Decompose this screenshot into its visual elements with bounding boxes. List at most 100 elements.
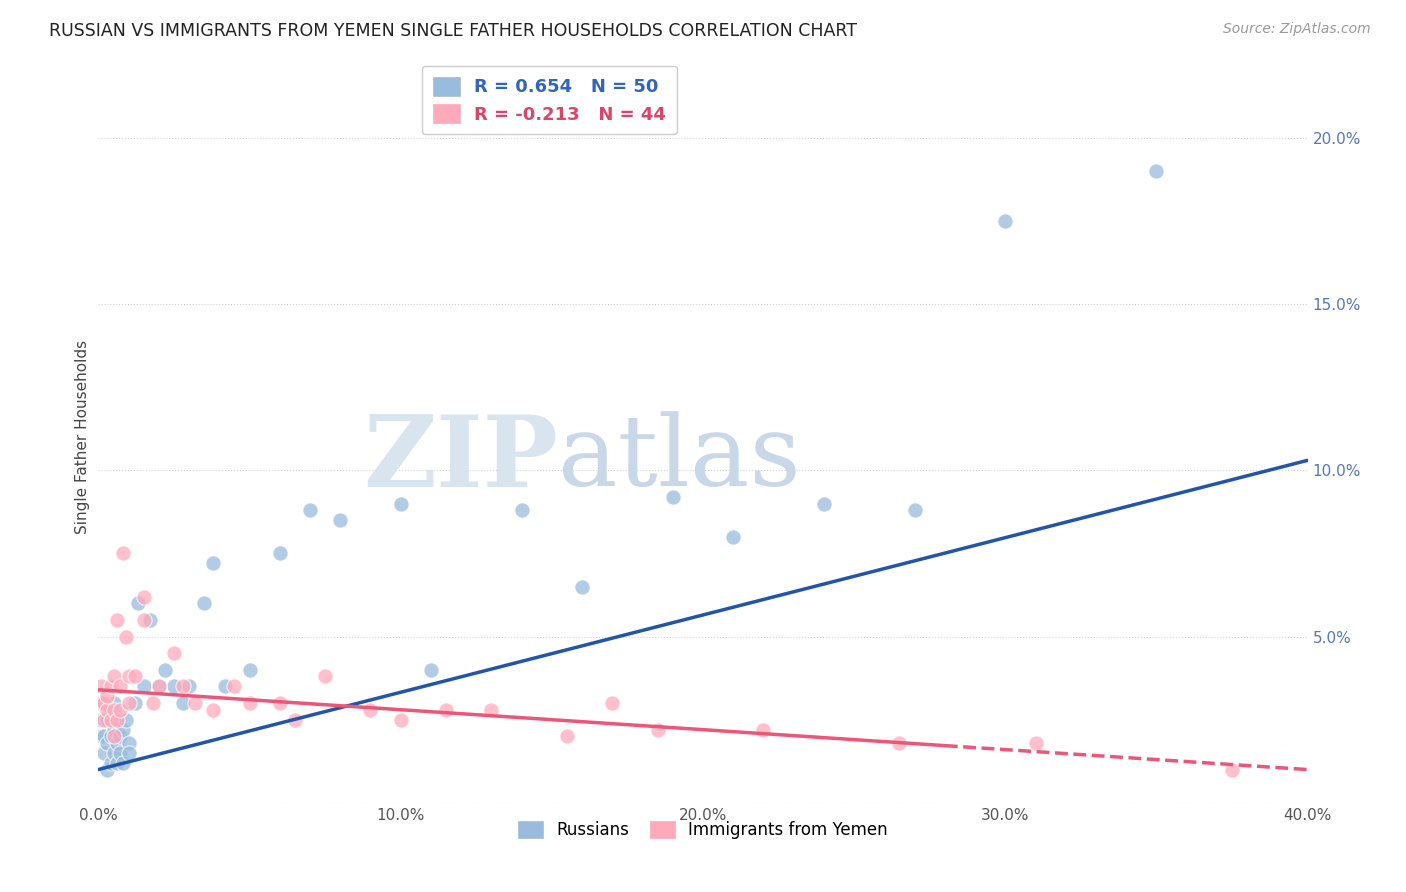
Point — [96, 703, 118, 717]
Point — [723, 530, 745, 544]
Point — [90, 680, 112, 694]
Point — [118, 669, 141, 683]
Point — [132, 590, 155, 604]
Point — [239, 663, 262, 677]
Point — [124, 669, 146, 683]
Point — [148, 680, 170, 694]
Point — [108, 703, 131, 717]
Point — [111, 723, 134, 737]
Point — [163, 680, 186, 694]
Point — [127, 596, 149, 610]
Point — [172, 680, 194, 694]
Point — [224, 680, 246, 694]
Point — [163, 646, 186, 660]
Point — [239, 696, 262, 710]
Point — [434, 703, 457, 717]
Point — [148, 680, 170, 694]
Point — [108, 680, 131, 694]
Point — [202, 557, 225, 571]
Point — [108, 746, 131, 760]
Point — [100, 729, 122, 743]
Point — [93, 696, 115, 710]
Point — [93, 713, 115, 727]
Point — [813, 497, 835, 511]
Point — [103, 696, 125, 710]
Point — [132, 613, 155, 627]
Point — [103, 669, 125, 683]
Point — [269, 696, 291, 710]
Point — [1220, 763, 1243, 777]
Point — [481, 703, 503, 717]
Point — [571, 580, 593, 594]
Legend: Russians, Immigrants from Yemen: Russians, Immigrants from Yemen — [512, 814, 894, 846]
Point — [100, 713, 122, 727]
Point — [1144, 164, 1167, 178]
Point — [389, 713, 412, 727]
Point — [105, 713, 128, 727]
Point — [105, 613, 128, 627]
Point — [118, 696, 141, 710]
Text: Source: ZipAtlas.com: Source: ZipAtlas.com — [1223, 22, 1371, 37]
Point — [100, 756, 122, 770]
Point — [510, 503, 533, 517]
Y-axis label: Single Father Households: Single Father Households — [75, 340, 90, 534]
Point — [184, 696, 207, 710]
Point — [284, 713, 307, 727]
Point — [555, 729, 578, 743]
Point — [100, 680, 122, 694]
Point — [105, 756, 128, 770]
Point — [420, 663, 443, 677]
Point — [90, 713, 112, 727]
Point — [269, 546, 291, 560]
Text: ZIP: ZIP — [363, 410, 558, 508]
Text: atlas: atlas — [558, 411, 800, 507]
Point — [139, 613, 162, 627]
Point — [661, 490, 683, 504]
Point — [172, 696, 194, 710]
Point — [299, 503, 322, 517]
Point — [90, 696, 112, 710]
Point — [124, 696, 146, 710]
Point — [96, 763, 118, 777]
Point — [329, 513, 352, 527]
Point — [994, 214, 1017, 228]
Point — [108, 729, 131, 743]
Point — [103, 723, 125, 737]
Point — [142, 696, 165, 710]
Point — [105, 736, 128, 750]
Point — [103, 729, 125, 743]
Point — [752, 723, 775, 737]
Point — [389, 497, 412, 511]
Point — [111, 546, 134, 560]
Point — [103, 746, 125, 760]
Point — [153, 663, 176, 677]
Point — [118, 736, 141, 750]
Point — [179, 680, 201, 694]
Point — [118, 746, 141, 760]
Point — [602, 696, 624, 710]
Point — [93, 746, 115, 760]
Point — [96, 690, 118, 704]
Point — [193, 596, 215, 610]
Point — [111, 756, 134, 770]
Point — [214, 680, 236, 694]
Point — [132, 680, 155, 694]
Point — [93, 729, 115, 743]
Point — [100, 703, 122, 717]
Point — [103, 703, 125, 717]
Point — [96, 713, 118, 727]
Point — [90, 729, 112, 743]
Point — [360, 703, 382, 717]
Point — [314, 669, 336, 683]
Point — [202, 703, 225, 717]
Point — [114, 630, 136, 644]
Text: RUSSIAN VS IMMIGRANTS FROM YEMEN SINGLE FATHER HOUSEHOLDS CORRELATION CHART: RUSSIAN VS IMMIGRANTS FROM YEMEN SINGLE … — [49, 22, 858, 40]
Point — [1024, 736, 1046, 750]
Point — [114, 713, 136, 727]
Point — [93, 696, 115, 710]
Point — [904, 503, 927, 517]
Point — [96, 736, 118, 750]
Point — [889, 736, 911, 750]
Point — [647, 723, 669, 737]
Point — [105, 713, 128, 727]
